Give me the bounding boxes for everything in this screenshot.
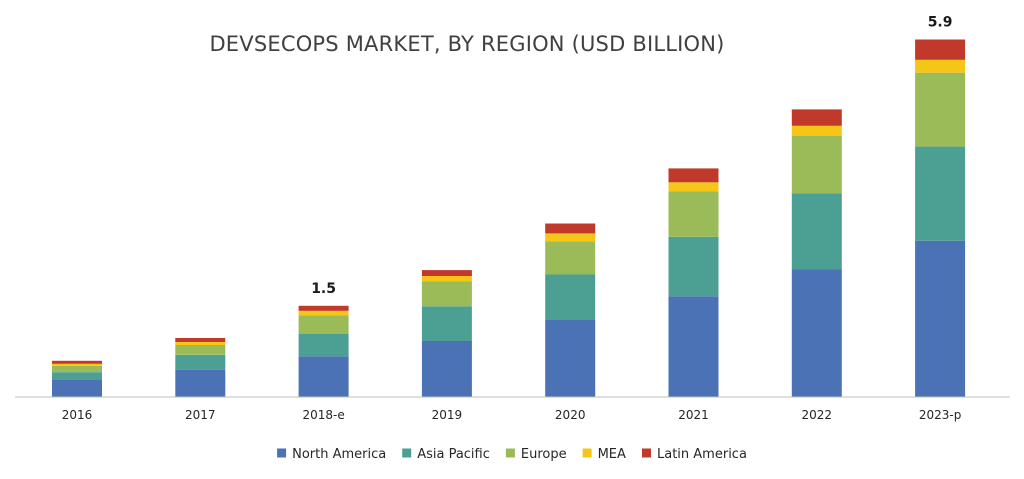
bar-segment-north-america-2023-p [915, 240, 966, 397]
bar-segment-asia-pacific-2022 [791, 193, 842, 270]
x-tick-label-2018-e: 2018-e [302, 408, 344, 422]
legend-label-north-america: North America [292, 447, 386, 462]
bar-segment-latin-america-2022 [791, 109, 842, 126]
bar-segment-mea-2021 [668, 182, 719, 192]
data-labels: 1.5 5.9 [311, 15, 952, 297]
legend-label-europe: Europe [521, 447, 567, 462]
bar-segment-mea-2018-e [298, 310, 349, 316]
bar-segment-latin-america-2023-p [915, 39, 966, 60]
bar-segment-north-america-2020 [545, 319, 596, 397]
bar-segment-latin-america-2020 [545, 223, 596, 234]
bar-segment-europe-2018-e [298, 315, 349, 334]
bar-segment-europe-2020 [545, 241, 596, 275]
bar-segment-north-america-2019 [421, 341, 472, 397]
legend-swatch-asia-pacific [402, 448, 412, 458]
x-tick-label-2023-p: 2023-p [919, 408, 962, 422]
bars-group [52, 39, 966, 397]
legend-swatch-mea [582, 448, 592, 458]
bar-segment-mea-2023-p [915, 59, 966, 73]
bar-segment-north-america-2022 [791, 269, 842, 397]
bar-segment-europe-2016 [52, 365, 102, 373]
bar-segment-north-america-2016 [52, 379, 102, 397]
legend-label-mea: MEA [598, 447, 626, 462]
bar-segment-latin-america-2018-e [298, 305, 349, 311]
data-label-2023-p: 5.9 [928, 15, 953, 31]
bar-segment-asia-pacific-2021 [668, 236, 719, 297]
legend: North America Asia Pacific Europe MEA Latin … [277, 447, 747, 462]
x-tick-label-2021: 2021 [678, 408, 709, 422]
bar-segment-mea-2017 [175, 342, 226, 345]
bar-segment-asia-pacific-2017 [175, 354, 226, 370]
bar-segment-europe-2021 [668, 191, 719, 237]
bar-segment-north-america-2018-e [298, 356, 349, 397]
bar-segment-europe-2017 [175, 344, 226, 355]
bar-segment-latin-america-2021 [668, 168, 719, 183]
bar-segment-mea-2019 [421, 276, 472, 282]
x-tick-label-2019: 2019 [432, 408, 463, 422]
bar-segment-north-america-2017 [175, 369, 226, 397]
chart-title: DEVSECOPS MARKET, BY REGION (USD BILLION… [209, 32, 724, 56]
bar-segment-europe-2023-p [915, 72, 966, 147]
x-tick-label-2022: 2022 [802, 408, 833, 422]
legend-swatch-north-america [277, 448, 287, 458]
bar-segment-mea-2022 [791, 125, 842, 136]
data-label-2018-e: 1.5 [311, 281, 336, 297]
x-tick-label-2017: 2017 [185, 408, 216, 422]
bar-segment-asia-pacific-2020 [545, 274, 596, 320]
bar-segment-asia-pacific-2016 [52, 372, 102, 380]
bar-segment-asia-pacific-2023-p [915, 146, 966, 241]
bar-segment-latin-america-2017 [175, 338, 226, 342]
x-tick-label-2016: 2016 [62, 408, 93, 422]
bar-segment-europe-2022 [791, 135, 842, 194]
x-tick-label-2020: 2020 [555, 408, 586, 422]
legend-swatch-latin-america [642, 448, 651, 458]
bar-segment-mea-2016 [52, 363, 102, 366]
bar-segment-latin-america-2019 [421, 270, 472, 276]
bar-segment-mea-2020 [545, 233, 596, 242]
bar-segment-asia-pacific-2019 [421, 306, 472, 341]
bar-segment-north-america-2021 [668, 296, 719, 397]
x-tick-labels: 2016 2017 2018-e 2019 2020 2021 2022 2023-p [62, 408, 962, 422]
bar-segment-europe-2019 [421, 281, 472, 307]
bar-segment-latin-america-2016 [52, 360, 102, 364]
legend-label-asia-pacific: Asia Pacific [417, 447, 490, 462]
legend-swatch-europe [505, 448, 515, 458]
bar-segment-asia-pacific-2018-e [298, 334, 349, 357]
legend-label-latin-america: Latin America [657, 447, 747, 462]
